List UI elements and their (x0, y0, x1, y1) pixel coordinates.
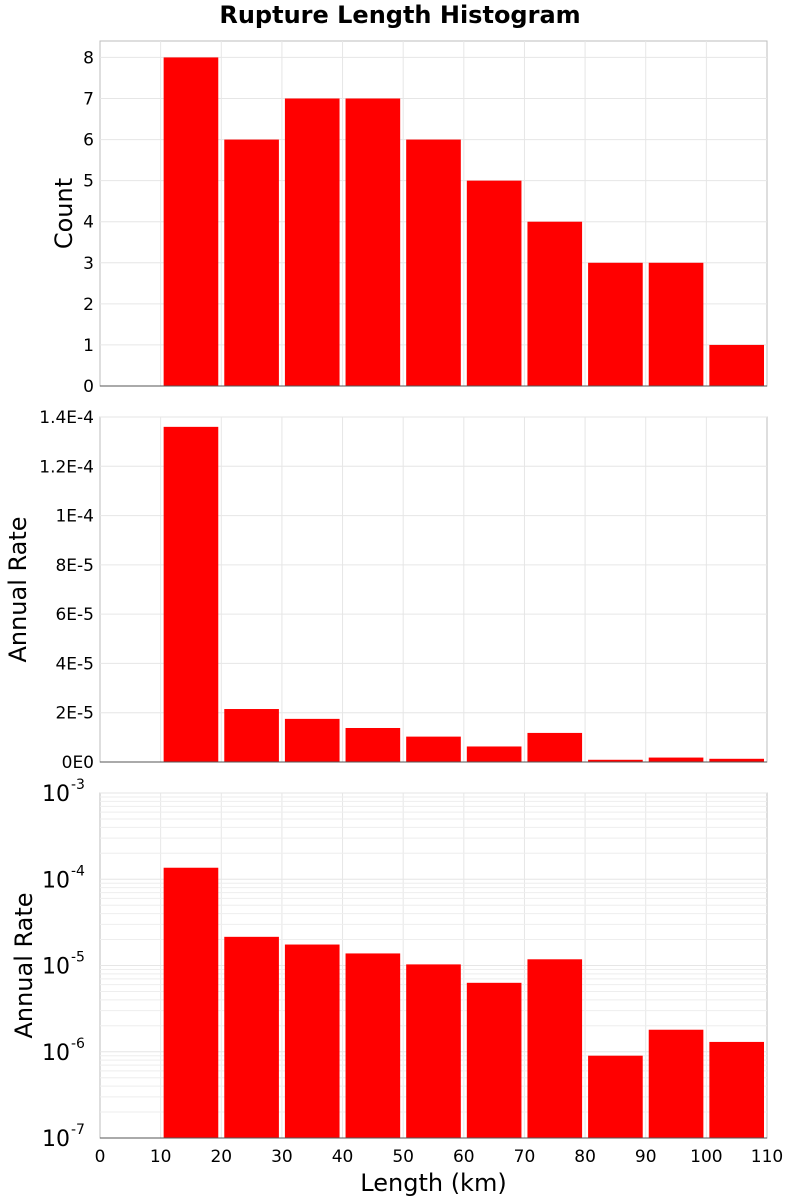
x-tick-label: 30 (271, 1147, 293, 1167)
bar (284, 98, 340, 386)
y-tick-label: 1 (83, 336, 94, 356)
bar (588, 1055, 643, 1138)
bar (345, 953, 401, 1138)
y-tick-label: 5 (83, 172, 94, 192)
y-tick-label: 10 (42, 868, 70, 893)
bar (588, 262, 643, 386)
y-tick-label: 3 (83, 254, 94, 274)
x-tick-label: 100 (690, 1147, 722, 1167)
bar (466, 180, 522, 386)
bar (163, 867, 219, 1138)
y-tick-label: 0 (83, 377, 94, 397)
bar (527, 732, 583, 762)
bar (527, 959, 583, 1138)
bar (709, 344, 764, 386)
y-tick-label: 6 (83, 131, 94, 151)
y-tick-exponent: -3 (71, 777, 85, 793)
x-tick-label: 70 (514, 1147, 536, 1167)
y-tick-label: 0E0 (62, 753, 94, 773)
y-tick-label: 10 (42, 955, 70, 980)
y-tick-label: 4 (83, 213, 94, 233)
x-tick-label: 60 (453, 1147, 475, 1167)
bar (466, 746, 522, 762)
bar (406, 964, 461, 1138)
panels: 0 1 2 3 4 5 6 7 8 Count 0E0 2E-5 4E-5 6E-5 8E-5 1E-4 1.2… (4, 40, 783, 1197)
panel-1: 0 1 2 3 4 5 6 7 8 Count (50, 40, 768, 397)
y-tick-label: 2E-5 (55, 704, 94, 724)
bar (466, 982, 522, 1138)
x-axis-label: Length (km) (360, 1169, 506, 1197)
bar (588, 759, 643, 762)
chart-title: Rupture Length Histogram (219, 1, 580, 29)
x-tick-label: 20 (210, 1147, 232, 1167)
bar (648, 262, 704, 386)
x-tick-label: 50 (392, 1147, 414, 1167)
bar (527, 221, 583, 386)
y-tick-label: 1E-4 (55, 507, 94, 527)
x-tick-label: 110 (751, 1147, 783, 1167)
y-tick-label: 2 (83, 295, 94, 315)
bar (224, 709, 279, 762)
bar (648, 1029, 704, 1138)
y-tick-label: 8E-5 (55, 556, 94, 576)
bar (224, 936, 279, 1138)
bar (163, 426, 219, 762)
bar (163, 57, 219, 387)
bar (224, 139, 279, 386)
bar (284, 944, 340, 1138)
y-axis-label: Count (50, 178, 78, 249)
bar (709, 758, 764, 762)
bar (709, 1041, 764, 1138)
bar (406, 736, 461, 762)
bar (284, 718, 340, 762)
y-tick-label: 1.4E-4 (39, 408, 94, 428)
x-tick-label: 10 (150, 1147, 172, 1167)
y-tick-exponent: -5 (71, 950, 85, 966)
x-tick-label: 90 (635, 1147, 657, 1167)
y-axis-label: Annual Rate (4, 516, 32, 662)
y-tick-label: 4E-5 (55, 654, 94, 674)
bar (345, 98, 401, 386)
y-tick-label: 7 (83, 90, 94, 110)
y-tick-label: 1.2E-4 (39, 457, 94, 477)
x-tick-label: 0 (95, 1147, 106, 1167)
bar (648, 757, 704, 762)
y-tick-label: 8 (83, 48, 94, 68)
y-tick-label: 10 (42, 1127, 70, 1152)
y-tick-exponent: -6 (71, 1036, 85, 1052)
x-tick-label: 40 (332, 1147, 354, 1167)
y-axis-label: Annual Rate (10, 892, 38, 1038)
bar (406, 139, 461, 386)
panel-2: 0E0 2E-5 4E-5 6E-5 8E-5 1E-4 1.2E-4 1.4E-4 Annua… (4, 408, 768, 773)
x-tick-label: 80 (574, 1147, 596, 1167)
bar (345, 727, 401, 762)
y-tick-exponent: -4 (71, 863, 85, 879)
y-tick-exponent: -7 (71, 1122, 85, 1138)
y-tick-label: 6E-5 (55, 605, 94, 625)
y-tick-label: 10 (42, 782, 70, 807)
y-tick-label: 10 (42, 1041, 70, 1066)
